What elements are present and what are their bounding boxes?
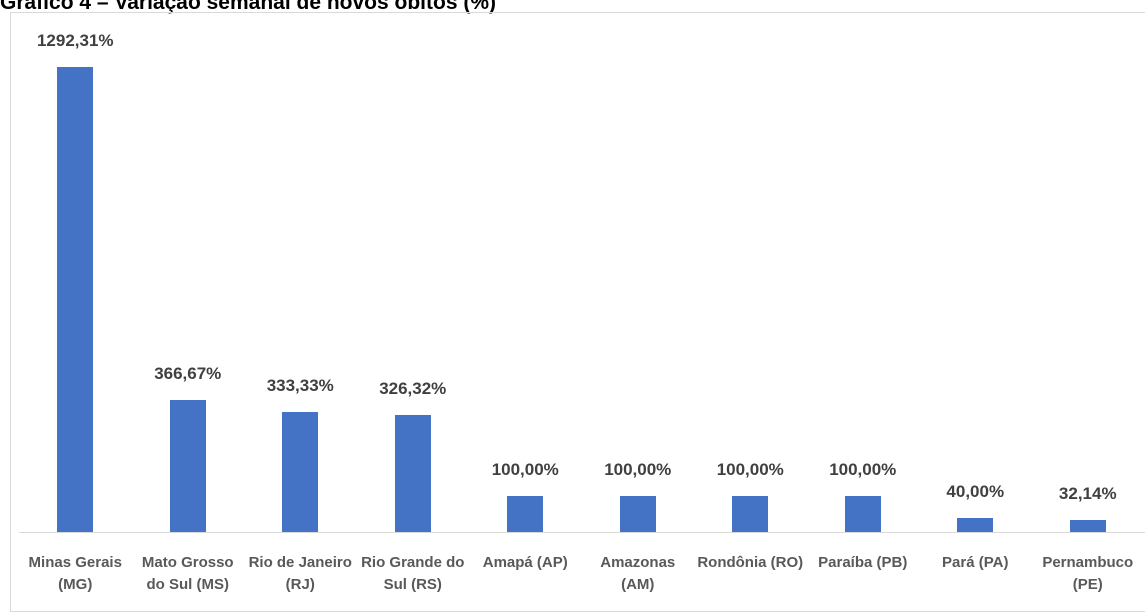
bar <box>844 496 881 532</box>
x-tick-label: Mato Grosso do Sul (MS) <box>141 554 234 593</box>
data-label: 100,00% <box>491 460 559 480</box>
bar <box>957 517 994 532</box>
chart-title: Gráfico 4 – Variação semanal de novos ób… <box>0 0 497 14</box>
data-label: 100,00% <box>829 460 897 480</box>
x-tick-label: Pernambuco (PE) <box>1042 554 1134 593</box>
bar <box>732 496 769 532</box>
data-label: 366,67% <box>154 364 222 384</box>
bar <box>507 496 544 532</box>
x-tick-label: Amazonas (AM) <box>600 554 676 593</box>
data-label: 333,33% <box>266 376 334 396</box>
data-label: 40,00% <box>946 481 1005 501</box>
bar <box>57 67 94 532</box>
bar <box>169 400 206 532</box>
bar <box>1069 520 1106 532</box>
bar <box>394 414 431 532</box>
bar <box>619 496 656 532</box>
data-label: 100,00% <box>716 460 784 480</box>
x-tick-label: Pará (PA) <box>942 554 1009 571</box>
x-tick-label: Paraíba (PB) <box>818 554 908 571</box>
x-tick-label: Rondônia (RO) <box>697 554 804 571</box>
bar <box>282 412 319 532</box>
data-label: 1292,31% <box>36 31 114 50</box>
plot-area: 1292,31% Minas Gerais (MG) 366,67% Mato Gro… <box>19 31 1145 593</box>
x-tick-label: Amapá (AP) <box>482 554 568 571</box>
x-tick-label: Minas Gerais (MG) <box>28 554 122 593</box>
x-axis-line <box>19 532 1145 533</box>
data-label: 326,32% <box>379 378 447 398</box>
x-tick-label: Rio de Janeiro (RJ) <box>248 554 352 593</box>
data-label: 100,00% <box>604 460 672 480</box>
x-tick-label: Rio Grande do Sul (RS) <box>361 554 465 593</box>
data-label: 32,14% <box>1058 484 1117 504</box>
